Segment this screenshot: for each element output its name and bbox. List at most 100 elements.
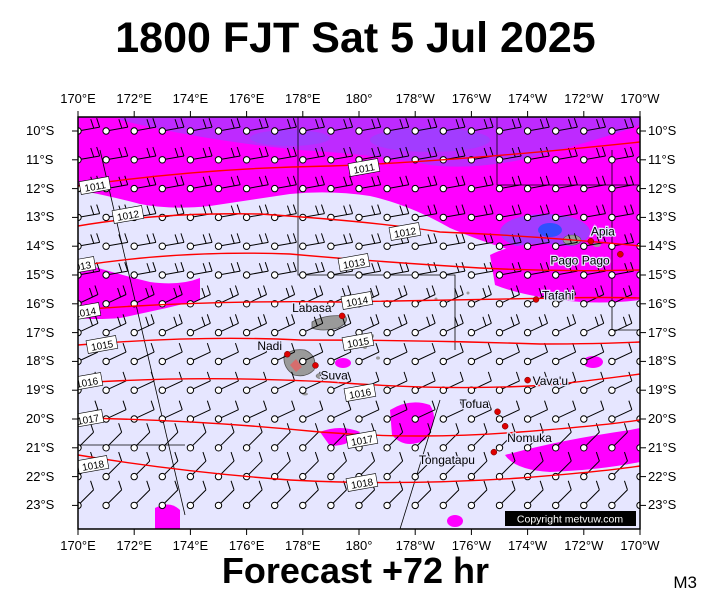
svg-text:1016: 1016 [75, 376, 99, 391]
wind-barb [242, 480, 263, 510]
wind-barb [299, 451, 319, 481]
wind-barb [299, 314, 324, 337]
lat-label-right-13: 23°S [648, 497, 677, 513]
wind-barb [580, 423, 600, 452]
lat-label-left-6: 16°S [26, 295, 55, 311]
wind-barb [214, 233, 241, 250]
wind-barb [214, 118, 241, 135]
place-nomuka: Nomuka [501, 422, 553, 446]
wind-barb [271, 314, 296, 337]
wind-barb [102, 262, 129, 279]
isobar-label: 1014 [340, 291, 374, 310]
wind-barb [271, 175, 297, 193]
isobar-line [78, 417, 640, 437]
wind-barb [383, 262, 410, 279]
city-marker [490, 448, 498, 456]
svg-text:1011: 1011 [353, 162, 377, 177]
isobars: 1011 1011 1012 1012 1013 1013 1014 1014 1015 1015… [68, 141, 640, 492]
lat-label-left-12: 22°S [26, 468, 55, 484]
map-title: 1800 FJT Sat 5 Jul 2025 [115, 14, 596, 62]
lat-label-left-2: 12°S [26, 180, 55, 196]
wind-barb [608, 451, 628, 481]
lat-label-right-12: 22°S [648, 468, 677, 484]
wind-barb [327, 342, 352, 366]
svg-text:1012: 1012 [393, 226, 417, 241]
wind-barb [523, 400, 549, 423]
wind-barb [608, 423, 628, 452]
wind-barb [383, 342, 408, 366]
wind-barb [411, 371, 436, 394]
wind-barb [186, 423, 207, 452]
isobar-label: 1017 [345, 430, 379, 449]
wind-barb [102, 314, 127, 337]
wind-barb [523, 118, 550, 135]
svg-text:1015: 1015 [346, 336, 370, 351]
wind-barb [271, 371, 296, 394]
wind-barb [552, 400, 577, 423]
wind-barb [355, 204, 382, 222]
wind-barb [467, 262, 494, 279]
lat-label-right-3: 13°S [648, 209, 677, 225]
isobar-label: 1016 [343, 383, 377, 402]
wind-barb [299, 118, 325, 135]
wind-barb [467, 285, 492, 308]
wind-barb [383, 371, 408, 394]
wind-barb [411, 204, 438, 222]
wind-barb [242, 423, 263, 452]
lat-label-left-10: 20°S [26, 411, 55, 426]
wind-barb [523, 480, 544, 510]
wind-barb [214, 400, 239, 423]
wind-barb [158, 480, 179, 510]
wind-barb [242, 146, 269, 164]
svg-text:Tafahi: Tafahi [542, 288, 574, 302]
city-marker [501, 422, 509, 430]
wind-barb [327, 451, 347, 481]
wind-barb [102, 118, 129, 135]
lat-label-left-1: 11°S [26, 151, 54, 167]
svg-text:1014: 1014 [73, 306, 97, 321]
places: Apia Pago Pago Tafahi Labasa Nadi Suva Vava'u T… [256, 223, 624, 468]
place-suva: Suva [312, 362, 349, 384]
forecast-label: Forecast +72 hr [221, 550, 490, 591]
lon-label-bottom-10: 170°W [620, 538, 660, 553]
wind-barb [102, 400, 127, 423]
lat-label-right-7: 17°S [648, 324, 677, 340]
vanua-levu [311, 315, 347, 331]
wind-barb [608, 204, 635, 222]
city-marker [312, 362, 319, 369]
wind-barb [102, 342, 127, 366]
lon-label-top-1: 172°E [116, 91, 152, 106]
wind-barb [186, 262, 213, 279]
wind-barb [467, 400, 492, 423]
isobar-line [78, 373, 640, 389]
wind-barb [411, 342, 436, 366]
wind-barb [355, 118, 382, 135]
wind-barb [355, 262, 382, 279]
svg-text:1013: 1013 [342, 257, 366, 272]
lat-label-right-4: 14°S [648, 238, 677, 254]
wind-barb [439, 233, 466, 250]
wind-barb [552, 342, 577, 366]
wind-barb [130, 314, 155, 337]
wind-barb [327, 118, 354, 135]
svg-text:1018: 1018 [81, 459, 105, 474]
isobar-label: 1018 [78, 455, 110, 474]
wind-barb [355, 175, 382, 193]
svg-text:1013: 1013 [68, 260, 92, 275]
lat-label-left-8: 18°S [26, 353, 55, 369]
wind-barb [186, 233, 213, 250]
copyright-text: Copyright metvuw.com [517, 514, 623, 526]
wind-barb [271, 423, 291, 452]
wind-barb [158, 146, 185, 164]
wind-barb [271, 233, 297, 250]
wind-barb [439, 400, 464, 423]
copyright-box: Copyright metvuw.com [505, 511, 636, 526]
wind-barb [130, 175, 157, 193]
city-marker [617, 251, 624, 258]
wind-barb [608, 233, 635, 250]
lon-label-bottom-3: 176°E [228, 538, 265, 553]
wind-barb [580, 285, 605, 308]
wind-barb [186, 175, 213, 193]
wind-barb [327, 423, 347, 452]
